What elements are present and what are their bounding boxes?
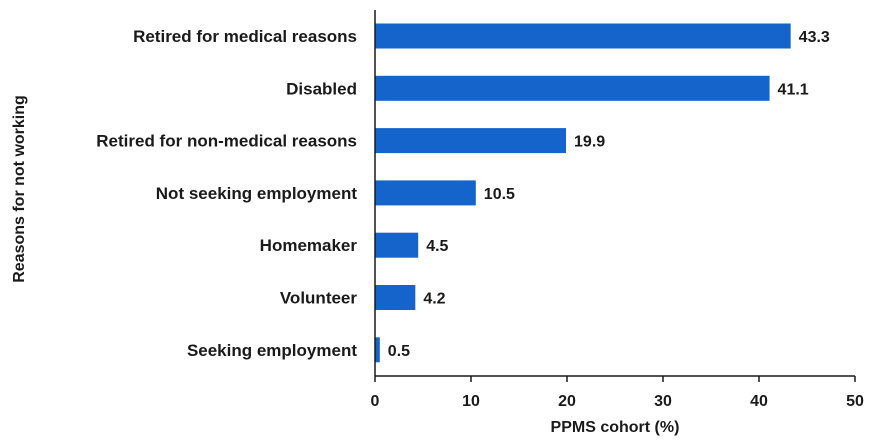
category-label-retired-for-non-medical-reasons: Retired for non-medical reasons bbox=[96, 132, 357, 151]
category-label-seeking-employment: Seeking employment bbox=[187, 341, 357, 360]
bar-retired-for-medical-reasons bbox=[375, 23, 791, 49]
bar-not-seeking-employment bbox=[375, 180, 476, 206]
category-label-volunteer: Volunteer bbox=[280, 289, 358, 308]
x-tick-label-10: 10 bbox=[462, 393, 480, 410]
value-label-disabled: 41.1 bbox=[778, 81, 809, 98]
category-label-homemaker: Homemaker bbox=[260, 236, 358, 255]
value-label-not-seeking-employment: 10.5 bbox=[484, 186, 515, 203]
value-label-volunteer: 4.2 bbox=[423, 291, 445, 308]
category-label-retired-for-medical-reasons: Retired for medical reasons bbox=[133, 27, 357, 46]
value-label-homemaker: 4.5 bbox=[426, 238, 448, 255]
bar-disabled bbox=[375, 75, 770, 101]
bars-group bbox=[375, 23, 791, 363]
value-label-retired-for-non-medical-reasons: 19.9 bbox=[574, 134, 605, 151]
category-label-disabled: Disabled bbox=[286, 79, 357, 98]
category-label-not-seeking-employment: Not seeking employment bbox=[156, 184, 358, 203]
x-tick-label-50: 50 bbox=[846, 393, 864, 410]
x-tick-label-0: 0 bbox=[371, 393, 380, 410]
x-ticks-group: 0 10 20 30 40 50 bbox=[371, 376, 864, 410]
bar-seeking-employment bbox=[375, 337, 380, 363]
bar-retired-for-non-medical-reasons bbox=[375, 128, 567, 154]
value-label-retired-for-medical-reasons: 43.3 bbox=[799, 29, 830, 46]
y-axis-title: Reasons for not working bbox=[11, 95, 28, 283]
value-labels-group: 43.3 41.1 19.9 10.5 4.5 4.2 0.5 bbox=[388, 29, 830, 360]
value-label-seeking-employment: 0.5 bbox=[388, 343, 410, 360]
x-tick-label-40: 40 bbox=[750, 393, 768, 410]
bar-homemaker bbox=[375, 232, 419, 258]
bar-volunteer bbox=[375, 285, 416, 310]
x-tick-label-20: 20 bbox=[558, 393, 576, 410]
category-labels-group: Retired for medical reasons Disabled Retir… bbox=[96, 27, 357, 360]
x-tick-label-30: 30 bbox=[654, 393, 672, 410]
x-axis-title: PPMS cohort (%) bbox=[551, 419, 680, 436]
